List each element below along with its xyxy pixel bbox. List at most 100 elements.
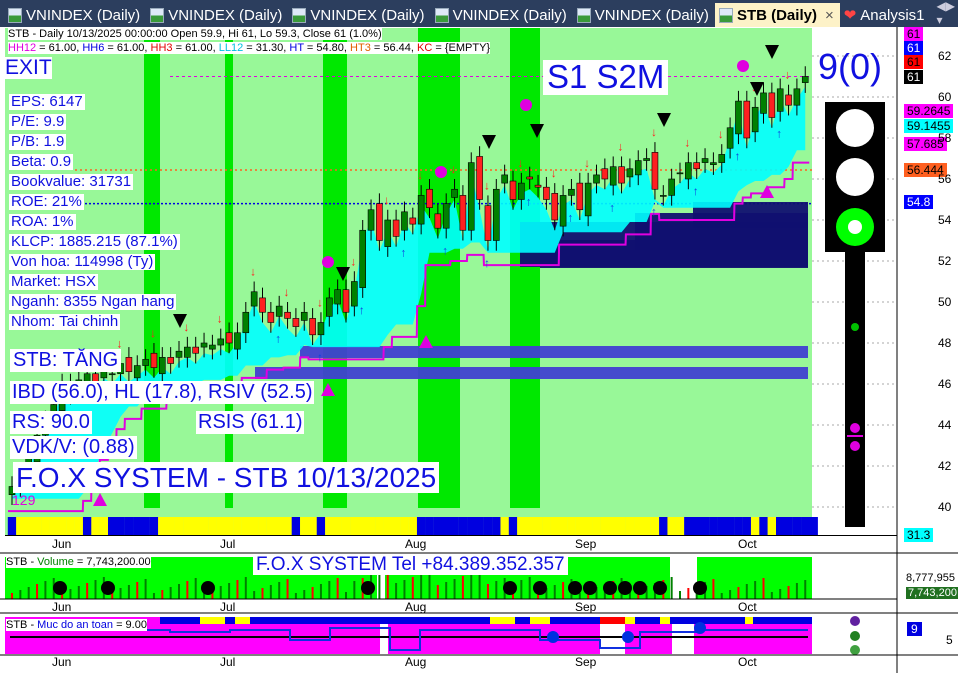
sell-arrow-icon: ↓ [718, 127, 724, 141]
safety-top-yellow [490, 617, 515, 624]
candle-body [150, 352, 158, 368]
safety-strip-cell [492, 517, 501, 535]
volume-bar [670, 577, 673, 599]
vdk-label: VDK/V: (0.88) [10, 436, 137, 459]
peak-marker-icon [657, 113, 671, 127]
tab-analysis1[interactable]: ❤ Analysis1 [840, 3, 931, 27]
volume-bar [712, 579, 715, 599]
safety-strip-cell [776, 517, 785, 535]
fundamental-item: EPS: 6147 [9, 93, 85, 110]
candle-body [668, 178, 675, 196]
tab-label: VNINDEX (Daily) [452, 6, 567, 24]
volume-dot-icon [533, 581, 547, 595]
month-tick-label: Sep [575, 537, 597, 551]
candle-body [793, 88, 801, 106]
candle-body [300, 311, 308, 321]
candle-body [434, 213, 442, 229]
buy-arrow-icon: ↑ [359, 303, 365, 317]
safety-strip-cell [133, 517, 142, 535]
candle-body [776, 88, 784, 112]
candle-body [267, 311, 275, 323]
indicator-label: IBD (56.0), HL (17.8), RSIV (52.5) [10, 381, 315, 404]
tab-vnindex-4[interactable]: VNINDEX (Daily) [431, 3, 573, 27]
volume-bar [420, 574, 423, 599]
level-text: HH12 [8, 42, 37, 54]
safety-strip-cell [149, 517, 159, 535]
safety-strip-cell [609, 517, 618, 535]
safety-strip-cell [508, 517, 518, 535]
candle-body [342, 289, 350, 313]
volume-bar [679, 591, 681, 599]
safety-strip-cell [99, 517, 109, 535]
sell-arrow-icon: ↓ [250, 265, 256, 279]
traffic-light-green-center [848, 220, 862, 234]
safety-top-red [600, 617, 625, 624]
level-text: = 54.80, [303, 42, 351, 54]
volume-bar [169, 587, 172, 599]
candle-body [651, 152, 659, 190]
candle-body [217, 338, 225, 346]
safety-strip-cell [600, 517, 610, 535]
safety-strip-cell [550, 517, 560, 535]
close-tab-icon[interactable]: × [824, 6, 834, 24]
volume-bar [804, 580, 807, 599]
safety-strip-cell [483, 517, 493, 535]
candle-body [768, 92, 776, 118]
symbol: STB - [6, 619, 38, 631]
volume-dot-icon [53, 581, 67, 595]
sell-arrow-icon: ↓ [618, 139, 624, 153]
candle-body [376, 203, 383, 241]
volume-bar [737, 587, 740, 599]
month-tick-label: Jul [220, 600, 236, 614]
month-tick-label: Oct [738, 537, 757, 551]
level-text: = {EMPTY} [432, 42, 491, 54]
indicator-name: Muc do an toan [37, 619, 114, 631]
fundamental-item: Nhom: Tai chinh [9, 313, 121, 330]
sell-arrow-icon: ↓ [117, 336, 123, 350]
tab-stb[interactable]: STB (Daily) × [714, 3, 840, 27]
price-tag: 59.2645 [904, 104, 954, 118]
sell-arrow-icon: ↓ [284, 285, 290, 299]
chart-icon [434, 7, 449, 23]
tab-vnindex-5[interactable]: VNINDEX (Daily) [573, 3, 715, 27]
candle-body [626, 168, 634, 178]
volume-bar [428, 571, 431, 599]
tab-vnindex-2[interactable]: VNINDEX (Daily) [146, 3, 288, 27]
candle-body [726, 127, 734, 149]
pole-dot-icon [850, 441, 860, 451]
volume-bar [461, 576, 464, 599]
month-tick-label: Aug [405, 600, 427, 614]
sell-arrow-icon: ↓ [350, 254, 356, 268]
volume-bar [770, 592, 773, 599]
candle-body [751, 106, 759, 133]
safety-strip-cell [625, 517, 635, 535]
tab-label: VNINDEX (Daily) [310, 6, 425, 24]
sell-arrow-icon: ↓ [183, 320, 189, 334]
safety-panel-label: STB - Muc do an toan = 9.00 [6, 619, 147, 631]
candle-body [467, 162, 475, 231]
safety-strip-cell [475, 517, 484, 535]
safety-top-yellow [235, 617, 250, 624]
volume-bar [186, 581, 189, 599]
analysis-icon: ❤ [843, 7, 857, 24]
candle-body [634, 160, 642, 176]
chart-canvas[interactable]: ↓↓↓↓↓↓↑↓↓↑↓↑↓↑↓↑↓↓↑↓↑↓↑↓↑↓↓↑↓↑↓↑↓↑↓ [0, 27, 958, 673]
tab-scroll-icon[interactable]: ◀▶ ▾ [936, 0, 955, 27]
candle-body [334, 289, 341, 305]
highlight-band [225, 28, 233, 508]
volume-dot-icon [568, 581, 582, 595]
tab-vnindex-1[interactable]: VNINDEX (Daily) [4, 3, 146, 27]
sell-arrow-icon: ↓ [551, 166, 557, 180]
price-tag: 61 [904, 55, 924, 69]
pole-dot-icon [851, 323, 859, 331]
candle-body [292, 318, 300, 327]
volume-bar [687, 588, 690, 599]
candle-body [476, 156, 483, 200]
tab-vnindex-3[interactable]: VNINDEX (Daily) [288, 3, 430, 27]
volume-bar [578, 593, 581, 599]
level-text: = 61.00, [172, 42, 219, 54]
volume-bar [111, 591, 114, 599]
volume-bar [445, 582, 448, 599]
sell-arrow-icon: ↓ [451, 162, 457, 176]
sell-arrow-icon: ↓ [684, 135, 690, 149]
